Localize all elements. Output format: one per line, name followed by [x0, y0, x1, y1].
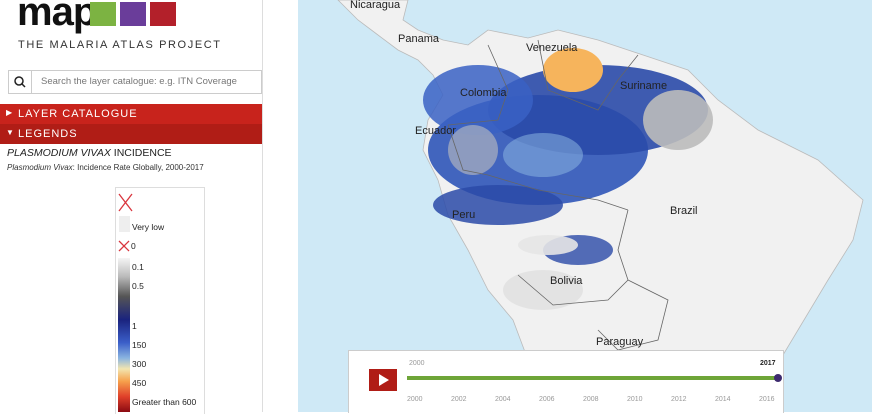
map-label: Panama [398, 33, 440, 45]
play-icon [379, 374, 389, 386]
map-label: Colombia [460, 87, 507, 99]
no-data-icon [118, 193, 133, 212]
map-label: Venezuela [526, 42, 578, 54]
timeline-tick: 2016 [759, 396, 775, 403]
legend-label: 1 [132, 321, 137, 331]
layer-title: PLASMODIUM VIVAX INCIDENCE [7, 147, 172, 159]
map-label: Ecuador [415, 125, 456, 137]
timeline-tick: 2006 [539, 396, 555, 403]
legend-label: 0.1 [132, 262, 144, 272]
menu-item[interactable]: ▼ LEGENDS [0, 124, 262, 144]
timeline-tick: 2008 [583, 396, 599, 403]
layer-title-rest: INCIDENCE [110, 147, 172, 159]
legend-label: 300 [132, 359, 147, 369]
timeline-tick: 2002 [451, 396, 467, 403]
layer-subtitle-italic: Plasmodium Vivax [7, 163, 73, 172]
timeline-tick: 2012 [671, 396, 687, 403]
timeline-end: 2017 [760, 360, 776, 367]
subtitle: THE MALARIA ATLAS PROJECT [18, 39, 222, 51]
map[interactable]: Nicaragua Panama Venezuela Colombia Suri… [298, 0, 872, 412]
legend-box [115, 187, 205, 414]
legend-gradient [118, 258, 130, 412]
map-label: Suriname [620, 80, 667, 92]
layer-title-italic: PLASMODIUM VIVAX [7, 147, 111, 159]
layer-subtitle-rest: : Incidence Rate Globally, 2000-2017 [72, 163, 204, 172]
menu-item[interactable]: ▶ LAYER CATALOGUE [0, 104, 262, 124]
arrow: ▼ [6, 128, 15, 137]
borders [447, 39, 669, 351]
timeline-start: 2000 [409, 360, 425, 367]
map-labels: Nicaragua Panama Venezuela Colombia Suri… [350, 0, 698, 348]
map-label: Brazil [670, 205, 698, 217]
timeline-tick: 2010 [627, 396, 643, 403]
legend-label: 450 [132, 378, 147, 388]
map-label: Nicaragua [350, 0, 401, 11]
arrow: ▶ [6, 108, 14, 117]
search-icon[interactable] [9, 71, 32, 93]
timeline-tick: 2004 [495, 396, 511, 403]
timeline-handle[interactable] [774, 374, 782, 382]
search-placeholder: Search the layer catalogue: e.g. ITN Cov… [41, 76, 237, 87]
timeline-graphics [369, 369, 782, 391]
legend-graphics [118, 193, 133, 412]
sidebar: map THE MALARIA ATLAS PROJECT Search the… [0, 0, 263, 414]
legend-label: 150 [132, 340, 147, 350]
timeline-tick: 2000 [407, 396, 423, 403]
search-box[interactable]: Search the layer catalogue: e.g. ITN Cov… [8, 70, 262, 94]
layer-subtitle: Plasmodium Vivax: Incidence Rate Globall… [7, 163, 204, 172]
legend-label: 0.5 [132, 281, 144, 291]
legend-swatch [119, 216, 130, 232]
logo-square [120, 2, 146, 26]
legend-label: Greater than 600 [132, 397, 197, 407]
search-glyph [14, 76, 26, 88]
timeline-tick: 2014 [715, 396, 731, 403]
legend-label: Very low [132, 222, 165, 232]
logo-square [90, 2, 116, 26]
map-label: Bolivia [550, 275, 583, 287]
map-label: Peru [452, 209, 475, 221]
legend-label: 0 [131, 241, 136, 251]
zero-icon [118, 240, 130, 252]
timeline: 2000 2017 2000 2002 2004 2006 2008 2010 2012 20… [348, 350, 784, 413]
menu-label: LEGENDS [18, 128, 78, 140]
logo: map [17, 0, 97, 34]
map-label: Paraguay [596, 336, 644, 348]
logo-square [150, 2, 176, 26]
menu-label: LAYER CATALOGUE [18, 108, 138, 120]
